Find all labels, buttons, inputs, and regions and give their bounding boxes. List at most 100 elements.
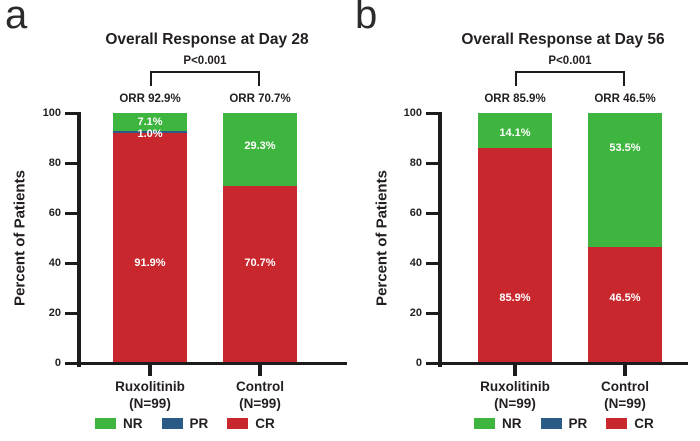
panel-a: a Overall Response at Day 28 P<0.001 ORR… — [5, 0, 347, 431]
bar-control: 29.3% 70.7% — [223, 113, 297, 363]
orr-label-ruxolitinib: ORR 92.9% — [119, 93, 181, 105]
legend-label-nr: NR — [502, 416, 522, 431]
segment-label: 1.0% — [137, 128, 163, 140]
category-name: Ruxolitinib — [480, 379, 550, 394]
legend-item-cr: CR — [606, 416, 654, 431]
y-tick — [426, 211, 438, 215]
segment-label: 46.5% — [609, 292, 641, 304]
segment-label: 29.3% — [244, 140, 276, 152]
bar-segment-cr — [478, 148, 552, 363]
x-tick — [623, 365, 627, 376]
segment-label: 14.1% — [499, 127, 531, 139]
y-tick-label: 60 — [409, 207, 422, 219]
legend-swatch-nr-icon — [474, 418, 495, 429]
segment-label: 7.1% — [137, 115, 163, 128]
chart-title: Overall Response at Day 28 — [105, 31, 309, 48]
bar-ruxolitinib: 7.1% 1.0% 91.9% — [113, 113, 187, 363]
y-tick-label: 40 — [409, 257, 422, 269]
y-tick-label: 100 — [403, 107, 422, 119]
y-axis — [438, 111, 442, 367]
y-tick-label: 100 — [42, 107, 61, 119]
panel-b: b Overall Response at Day 56 P<0.001 ORR… — [350, 0, 700, 441]
bar-segment-nr — [588, 113, 662, 247]
x-category-label-control: Control (N=99) — [563, 379, 687, 412]
y-tick-label: 40 — [48, 257, 61, 269]
category-n: (N=99) — [129, 395, 171, 411]
bar-segment-nr — [113, 113, 187, 131]
y-tick — [65, 161, 77, 165]
legend-label-cr: CR — [634, 416, 654, 431]
bar-segment-pr — [113, 130, 187, 134]
y-tick — [426, 361, 438, 365]
legend-swatch-nr-icon — [95, 418, 116, 429]
segment-label: 70.7% — [244, 257, 276, 269]
legend-label-pr: PR — [189, 416, 209, 431]
legend-item-pr: PR — [540, 416, 588, 431]
orr-label-ruxolitinib: ORR 85.9% — [484, 93, 546, 105]
legend-label-pr: PR — [568, 416, 588, 431]
category-name: Control — [236, 379, 284, 394]
legend-swatch-pr-icon — [161, 418, 183, 429]
p-value-label: P<0.001 — [183, 55, 227, 67]
y-tick-label: 80 — [409, 157, 422, 169]
chart-title: Overall Response at Day 56 — [461, 31, 665, 48]
legend: NR PR CR — [95, 416, 275, 431]
bar-segment-cr — [223, 186, 297, 363]
y-tick — [426, 311, 438, 315]
y-tick-label: 20 — [48, 307, 61, 319]
y-tick — [65, 361, 77, 365]
y-tick — [65, 311, 77, 315]
category-name: Control — [601, 379, 649, 394]
x-category-label-ruxolitinib: Ruxolitinib (N=99) — [88, 379, 212, 412]
y-tick-label: 80 — [48, 157, 61, 169]
x-tick — [148, 365, 152, 376]
orr-label-control: ORR 70.7% — [229, 93, 291, 105]
legend-label-nr: NR — [123, 416, 143, 431]
legend-item-nr: NR — [474, 416, 522, 431]
segment-label: 53.5% — [609, 142, 641, 154]
segment-label: 91.9% — [134, 257, 166, 269]
x-axis — [438, 361, 688, 365]
significance-bracket — [150, 71, 260, 86]
x-category-label-ruxolitinib: Ruxolitinib (N=99) — [453, 379, 577, 412]
legend-swatch-cr-icon — [606, 418, 628, 429]
orr-label-control: ORR 46.5% — [594, 93, 656, 105]
significance-bracket — [515, 71, 625, 86]
y-tick-label: 0 — [415, 357, 422, 369]
category-n: (N=99) — [604, 395, 646, 411]
y-tick — [65, 261, 77, 265]
segment-label: 85.9% — [499, 292, 531, 304]
category-n: (N=99) — [239, 395, 281, 411]
legend-item-cr: CR — [227, 416, 275, 431]
plot-area: 14.1% 85.9% 53.5% 46.5% 0 20 40 60 80 100 — [350, 0, 700, 441]
y-tick-label: 0 — [54, 357, 61, 369]
bar-segment-cr — [588, 246, 662, 363]
y-tick-label: 60 — [48, 207, 61, 219]
bar-segment-nr — [478, 113, 552, 149]
bar-segment-cr — [113, 133, 187, 363]
x-tick — [258, 365, 262, 376]
bar-control: 53.5% 46.5% — [588, 113, 662, 363]
y-tick — [65, 211, 77, 215]
p-value-label: P<0.001 — [548, 55, 592, 67]
y-tick — [65, 111, 77, 115]
panel-letter-a: a — [5, 0, 28, 37]
legend-swatch-pr-icon — [540, 418, 562, 429]
legend-item-pr: PR — [161, 416, 209, 431]
legend-label-cr: CR — [255, 416, 275, 431]
legend-item-nr: NR — [95, 416, 143, 431]
x-axis — [77, 361, 347, 365]
y-tick — [426, 161, 438, 165]
x-tick — [513, 365, 517, 376]
y-tick — [426, 111, 438, 115]
x-category-label-control: Control (N=99) — [198, 379, 322, 412]
category-n: (N=99) — [494, 395, 536, 411]
y-axis — [77, 111, 81, 367]
legend: NR PR CR — [474, 416, 654, 431]
legend-swatch-cr-icon — [227, 418, 249, 429]
bar-ruxolitinib: 14.1% 85.9% — [478, 113, 552, 363]
y-tick-label: 20 — [409, 307, 422, 319]
plot-area: 7.1% 1.0% 91.9% 29.3% 70.7% 0 20 40 60 80 100 — [42, 107, 347, 376]
panel-letter-b: b — [355, 0, 378, 37]
bar-segment-nr — [223, 113, 297, 187]
